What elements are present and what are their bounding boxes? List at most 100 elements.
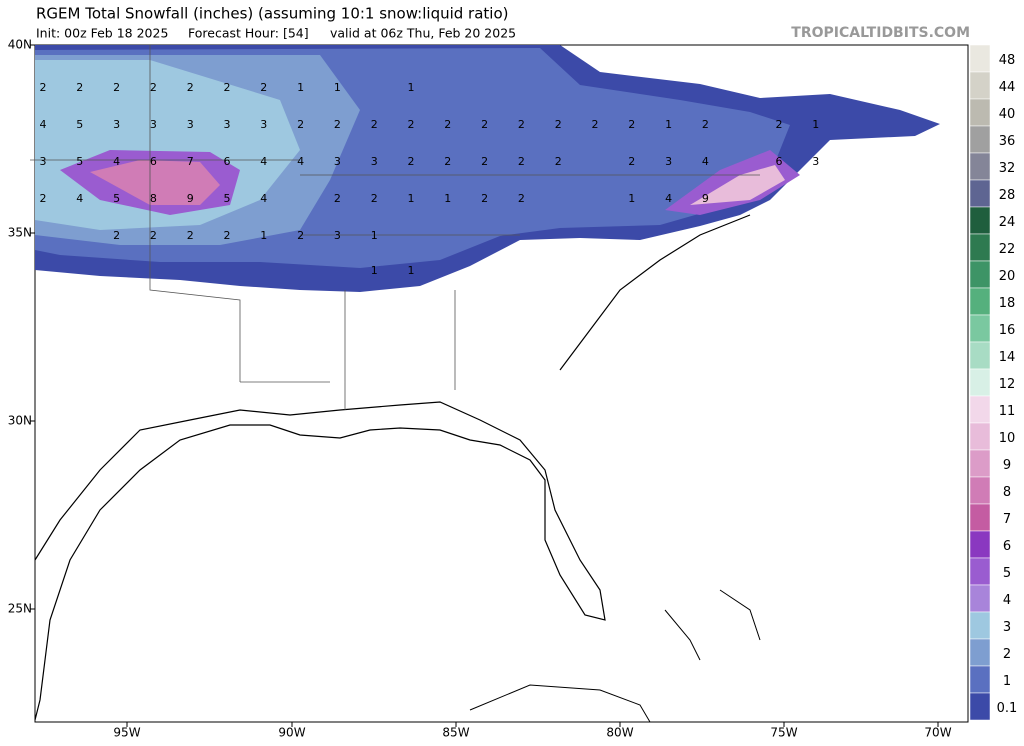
lon-label: 85W	[442, 726, 469, 740]
colorbar-label: 5	[1003, 566, 1011, 581]
snow-label: 2	[371, 118, 378, 131]
colorbar-box	[969, 503, 991, 532]
colorbar-label: 32	[999, 161, 1016, 176]
colorbar-box	[969, 476, 991, 505]
colorbar-label: 7	[1003, 512, 1011, 527]
colorbar-box	[969, 71, 991, 100]
snow-label: 2	[297, 229, 304, 242]
colorbar-label: 3	[1003, 620, 1011, 635]
colorbar-label: 8	[1003, 485, 1011, 500]
colorbar-label: 0.1	[997, 701, 1018, 716]
colorbar-label: 16	[999, 323, 1016, 338]
snow-label: 1	[665, 118, 672, 131]
snow-label: 3	[113, 118, 120, 131]
snow-label: 4	[40, 118, 47, 131]
lat-label: 25N	[8, 602, 32, 616]
colorbar-box	[969, 449, 991, 478]
snow-label: 8	[150, 192, 157, 205]
snow-label: 4	[113, 155, 120, 168]
snow-label: 4	[297, 155, 304, 168]
snow-label: 1	[297, 81, 304, 94]
snow-label: 2	[408, 118, 415, 131]
colorbar-label: 2	[1003, 647, 1011, 662]
colorbar-label: 11	[999, 404, 1016, 419]
snow-label: 3	[150, 118, 157, 131]
forecast-hour: Forecast Hour: [54]	[188, 26, 309, 41]
snow-label: 2	[260, 81, 267, 94]
snow-label: 3	[334, 155, 341, 168]
state-borders	[30, 45, 760, 410]
colorbar-box	[969, 179, 991, 208]
colorbar-box	[969, 611, 991, 640]
colorbar-label: 40	[999, 107, 1016, 122]
snow-label: 5	[76, 118, 83, 131]
lon-label: 90W	[278, 726, 305, 740]
snow-label: 2	[481, 118, 488, 131]
colorbar-label: 6	[1003, 539, 1011, 554]
snow-label: 1	[371, 229, 378, 242]
snow-label: 2	[444, 155, 451, 168]
snow-band	[90, 160, 220, 205]
snow-label: 3	[371, 155, 378, 168]
snow-label: 2	[518, 192, 525, 205]
lon-label: 70W	[924, 726, 951, 740]
snow-label: 2	[628, 155, 635, 168]
colorbar-box	[969, 557, 991, 586]
snow-label: 2	[113, 81, 120, 94]
snow-label: 2	[518, 118, 525, 131]
snow-label: 2	[592, 118, 599, 131]
snow-label: 2	[555, 155, 562, 168]
snow-label: 1	[408, 192, 415, 205]
snow-label: 2	[776, 118, 783, 131]
colorbar-box	[969, 368, 991, 397]
snow-label: 1	[628, 192, 635, 205]
snow-label: 2	[702, 118, 709, 131]
snow-label: 3	[224, 118, 231, 131]
colorbar-label: 20	[999, 269, 1016, 284]
coastline	[664, 589, 761, 661]
snow-label: 4	[665, 192, 672, 205]
colorbar-box	[969, 665, 991, 694]
colorbar-box	[969, 125, 991, 154]
snow-label: 2	[628, 118, 635, 131]
snow-label: 6	[776, 155, 783, 168]
snow-label: 2	[224, 81, 231, 94]
snow-label: 3	[665, 155, 672, 168]
snow-label: 2	[187, 81, 194, 94]
colorbar-box	[969, 638, 991, 667]
lon-label: 75W	[770, 726, 797, 740]
snow-label: 9	[702, 192, 709, 205]
colorbar-box	[969, 314, 991, 343]
snow-label: 2	[518, 155, 525, 168]
snow-label: 3	[260, 118, 267, 131]
coastline	[34, 401, 606, 721]
snow-label: 6	[150, 155, 157, 168]
snow-label: 2	[40, 192, 47, 205]
snow-label: 5	[113, 192, 120, 205]
coastline	[469, 684, 651, 723]
snow-label: 4	[702, 155, 709, 168]
title: RGEM Total Snowfall (inches) (assuming 1…	[36, 5, 509, 23]
colorbar-label: 12	[999, 377, 1016, 392]
colorbar-box	[969, 260, 991, 289]
colorbar-label: 48	[999, 53, 1016, 68]
colorbar-label: 24	[999, 215, 1016, 230]
snow-label: 2	[224, 229, 231, 242]
colorbar-box	[969, 395, 991, 424]
snow-label: 6	[224, 155, 231, 168]
snow-label: 5	[224, 192, 231, 205]
snow-label: 1	[371, 264, 378, 277]
init-time: Init: 00z Feb 18 2025	[36, 26, 168, 41]
snow-label: 1	[408, 264, 415, 277]
snow-label: 2	[150, 229, 157, 242]
snow-band	[690, 165, 785, 205]
snow-label: 2	[113, 229, 120, 242]
snow-label: 2	[481, 155, 488, 168]
colorbar-label: 36	[999, 134, 1016, 149]
snow-label: 3	[187, 118, 194, 131]
colorbar-label: 1	[1003, 674, 1011, 689]
snow-label: 1	[444, 192, 451, 205]
lat-label: 35N	[8, 226, 32, 240]
snow-label: 2	[40, 81, 47, 94]
colorbar-label: 14	[999, 350, 1016, 365]
